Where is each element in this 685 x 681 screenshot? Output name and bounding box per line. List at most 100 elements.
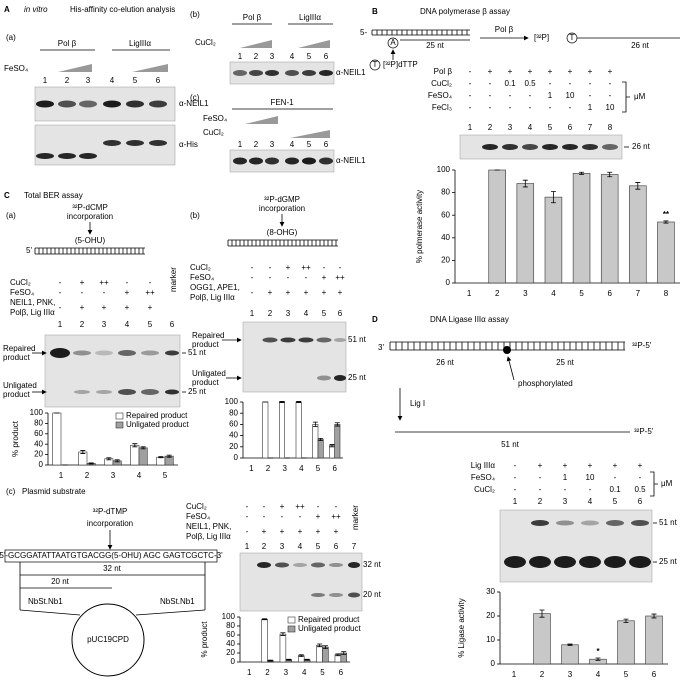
x-tick-label: 6 [332, 464, 337, 473]
lane-number: 3 [280, 542, 285, 551]
y-tick-label: 60 [441, 210, 450, 219]
x-tick-label: 2 [266, 464, 271, 473]
gel-band [165, 389, 179, 395]
gel-band [629, 556, 651, 568]
y-tick-label: 100 [222, 612, 236, 621]
table-cell: - [269, 273, 272, 282]
x-tick-label: 4 [596, 670, 601, 679]
error-bar [317, 643, 323, 648]
table-cell: - [549, 79, 552, 88]
legend-swatch [287, 625, 296, 633]
gel-band [36, 100, 54, 108]
x-tick-label: 5 [163, 471, 168, 480]
gel-band [316, 337, 332, 343]
sub-label: (a) [6, 33, 16, 42]
lane-number: 2 [538, 497, 543, 506]
y-tick-label: 40 [441, 233, 450, 242]
lane-number: 6 [638, 497, 643, 506]
brace [622, 81, 630, 113]
gel-band [275, 562, 289, 568]
error-bar [663, 220, 669, 224]
table-cell: + [568, 67, 573, 76]
row-label: Polβ, Lig IIIα [190, 293, 235, 302]
table-cell: - [564, 485, 567, 494]
x-tick-label: 3 [523, 289, 528, 298]
table-cell: - [469, 79, 472, 88]
error-bar [279, 401, 285, 403]
lane-number: 3 [286, 309, 291, 318]
lane-number: 2 [488, 123, 493, 132]
table-cell: ++ [301, 263, 311, 272]
lane-number: 3 [270, 52, 275, 61]
lane-number: 5 [548, 123, 553, 132]
enzyme-label: Lig I [410, 399, 425, 408]
gel-band [103, 100, 121, 108]
bar [617, 620, 635, 665]
base-letter: T [373, 60, 378, 69]
wedge [240, 40, 272, 48]
lane-number: 4 [290, 140, 295, 149]
x-tick-label: 5 [579, 289, 584, 298]
table-cell: - [59, 288, 62, 297]
error-bar [106, 457, 112, 461]
error-bar [334, 422, 340, 427]
lane-number: 4 [588, 497, 593, 506]
gel-band [604, 556, 626, 568]
x-tick-label: 2 [540, 670, 545, 679]
table-cell: - [489, 103, 492, 112]
lane-number: 5 [133, 76, 138, 85]
error-bar [88, 462, 94, 465]
x-tick-label: 5 [320, 668, 325, 677]
row-label: CuCl₂ [203, 128, 224, 137]
table-cell: + [316, 527, 321, 536]
gel-band [141, 350, 159, 356]
lane-number: 2 [268, 309, 273, 318]
gel [44, 334, 181, 408]
table-cell: - [509, 91, 512, 100]
error-bar [322, 645, 328, 649]
legend-label: Repaired product [126, 411, 188, 420]
table-cell: + [268, 288, 273, 297]
table-cell: - [529, 103, 532, 112]
y-tick-label: 0 [231, 657, 236, 666]
bar [261, 618, 268, 663]
bar [52, 412, 62, 466]
strand-end: 5' [26, 246, 32, 255]
bar [279, 633, 287, 663]
y-tick-label: 80 [34, 419, 43, 428]
blot-label: α-NEIL1 [336, 156, 366, 165]
sub-label: (a) [6, 211, 16, 220]
band-label: 25 nt [659, 557, 678, 566]
table-cell: - [263, 512, 266, 521]
panel-label: C [4, 191, 10, 200]
error-bar [318, 438, 324, 442]
y-tick-label: 100 [225, 397, 239, 406]
gel-band [311, 593, 325, 597]
table-cell: - [549, 103, 552, 112]
table-cell: - [609, 79, 612, 88]
product-label: Unligated [3, 381, 37, 390]
lane-number: 6 [568, 123, 573, 132]
panel-title: in vitro [24, 5, 48, 14]
row-label: CuCl₂ [190, 263, 211, 272]
gel-band [504, 556, 526, 568]
table-cell: - [81, 288, 84, 297]
bar [130, 444, 140, 466]
table-cell: + [588, 461, 593, 470]
gel-band [502, 144, 518, 150]
lane-number: 2 [80, 320, 85, 329]
lane-number: 1 [245, 542, 250, 551]
table-cell: + [563, 461, 568, 470]
table-cell: - [469, 67, 472, 76]
lane-number: 7 [352, 542, 357, 551]
lane-number: 5 [613, 497, 618, 506]
table-cell: - [305, 273, 308, 282]
gel-band [149, 140, 167, 146]
gel-band [606, 520, 624, 526]
length-label: 20 nt [51, 577, 70, 586]
error-bar [132, 443, 138, 448]
sequence-box [4, 549, 218, 563]
error-bar [140, 446, 146, 450]
rule [135, 609, 206, 616]
bar [488, 169, 506, 284]
